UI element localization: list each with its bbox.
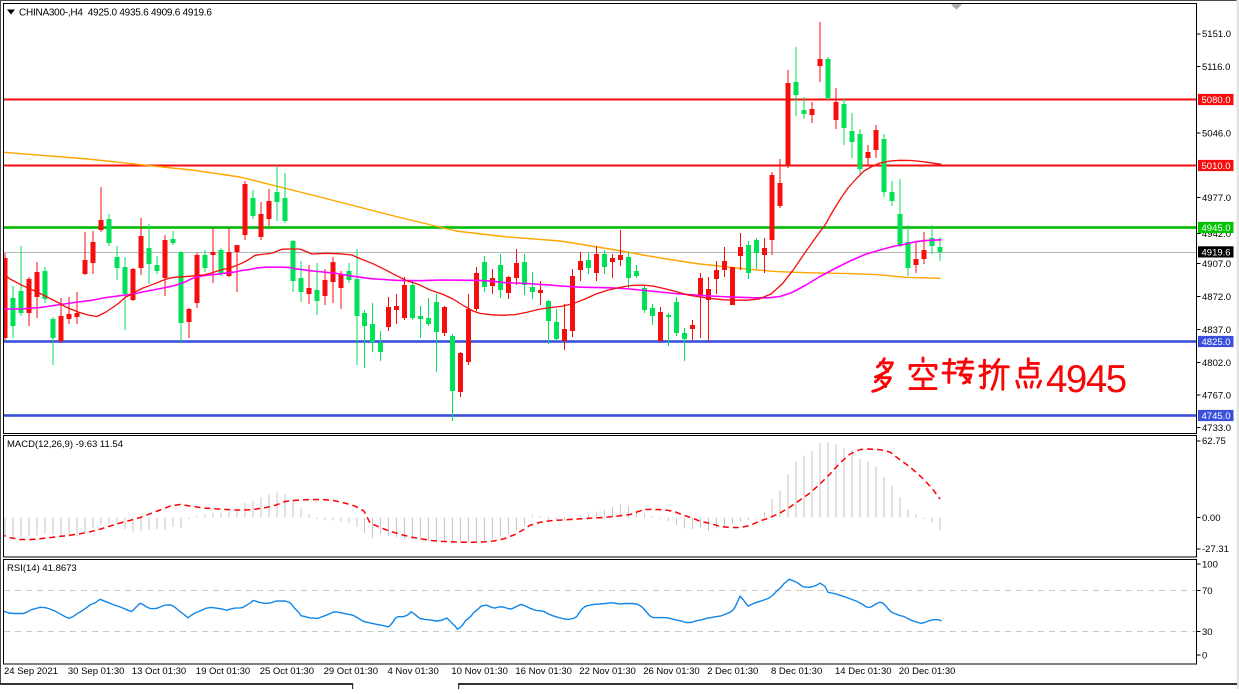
svg-text:MACD(12,26,9) -9.63 11.54: MACD(12,26,9) -9.63 11.54 xyxy=(7,439,123,450)
svg-text:5151.0: 5151.0 xyxy=(1202,29,1231,40)
svg-text:13 Oct 01:30: 13 Oct 01:30 xyxy=(132,666,186,677)
svg-text:4 Nov 01:30: 4 Nov 01:30 xyxy=(388,666,439,677)
svg-text:-27.31: -27.31 xyxy=(1202,544,1229,555)
svg-text:4977.0: 4977.0 xyxy=(1202,193,1231,204)
svg-text:0.00: 0.00 xyxy=(1202,513,1221,524)
svg-text:RSI(14) 41.8673: RSI(14) 41.8673 xyxy=(7,563,77,574)
svg-text:4907.0: 4907.0 xyxy=(1202,259,1231,270)
svg-text:4872.0: 4872.0 xyxy=(1202,292,1231,303)
svg-text:30: 30 xyxy=(1202,627,1213,638)
svg-text:5010.0: 5010.0 xyxy=(1202,161,1231,172)
svg-text:24 Sep 2021: 24 Sep 2021 xyxy=(4,666,58,677)
svg-text:19 Oct 01:30: 19 Oct 01:30 xyxy=(196,666,250,677)
svg-text:4945: 4945 xyxy=(1046,358,1126,401)
svg-text:4733.0: 4733.0 xyxy=(1202,423,1231,434)
svg-text:29 Oct 01:30: 29 Oct 01:30 xyxy=(324,666,378,677)
svg-text:4919.6: 4919.6 xyxy=(1202,248,1231,259)
svg-text:16 Nov 01:30: 16 Nov 01:30 xyxy=(515,666,572,677)
svg-text:62.75: 62.75 xyxy=(1202,436,1226,447)
svg-text:5116.0: 5116.0 xyxy=(1202,62,1230,73)
svg-text:22 Nov 01:30: 22 Nov 01:30 xyxy=(579,666,636,677)
svg-text:30 Sep 01:30: 30 Sep 01:30 xyxy=(68,666,125,677)
svg-text:4837.0: 4837.0 xyxy=(1202,325,1231,336)
svg-text:2 Dec 01:30: 2 Dec 01:30 xyxy=(707,666,758,677)
svg-text:4745.0: 4745.0 xyxy=(1202,411,1231,422)
svg-text:26 Nov 01:30: 26 Nov 01:30 xyxy=(643,666,700,677)
svg-text:5080.0: 5080.0 xyxy=(1202,95,1231,106)
svg-text:70: 70 xyxy=(1202,586,1213,597)
svg-text:CHINA300-,H4 4925.0 4935.6 49: CHINA300-,H4 4925.0 4935.6 4909.6 4919.6 xyxy=(19,8,212,19)
svg-text:4825.0: 4825.0 xyxy=(1202,337,1231,348)
svg-text:8 Dec 01:30: 8 Dec 01:30 xyxy=(771,666,822,677)
svg-text:0: 0 xyxy=(1202,650,1207,661)
svg-text:25 Oct 01:30: 25 Oct 01:30 xyxy=(260,666,314,677)
svg-text:10 Nov 01:30: 10 Nov 01:30 xyxy=(451,666,508,677)
svg-text:4802.0: 4802.0 xyxy=(1202,358,1231,369)
svg-text:4945.0: 4945.0 xyxy=(1202,223,1231,234)
svg-text:4767.0: 4767.0 xyxy=(1202,390,1231,401)
svg-text:14 Dec 01:30: 14 Dec 01:30 xyxy=(835,666,892,677)
svg-text:5046.0: 5046.0 xyxy=(1202,128,1231,139)
svg-text:20 Dec 01:30: 20 Dec 01:30 xyxy=(899,666,956,677)
svg-text:100: 100 xyxy=(1202,559,1218,570)
